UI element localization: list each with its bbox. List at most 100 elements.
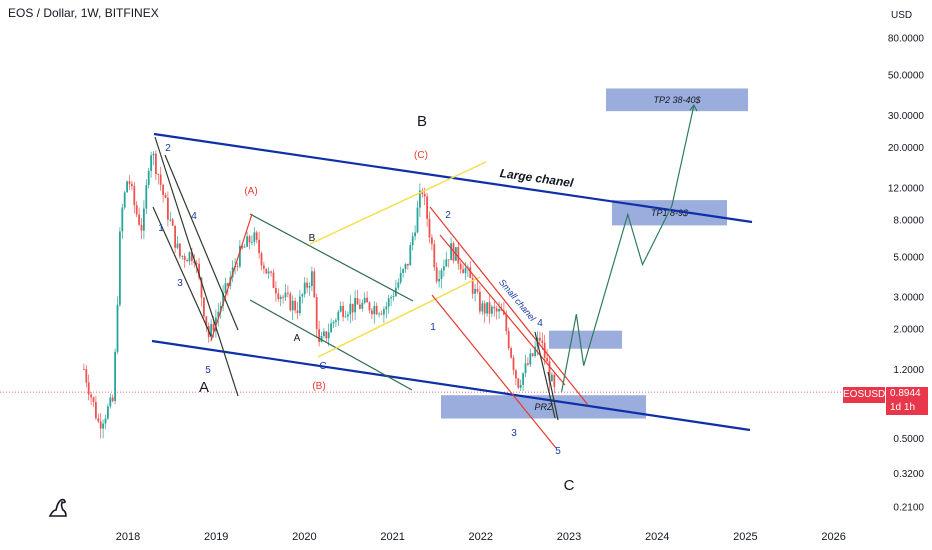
wave-label-A: A: [199, 379, 209, 396]
candle-body: [126, 181, 128, 193]
candle-body: [457, 247, 460, 264]
tradingview-logo-icon[interactable]: [46, 494, 72, 520]
candle-body: [217, 311, 220, 318]
candle-body: [119, 231, 121, 305]
candle-body: [176, 243, 179, 248]
candle-body: [450, 243, 452, 261]
candle-body: [169, 219, 172, 221]
candle-body: [83, 368, 85, 370]
wave-label-(C): (C): [414, 150, 428, 161]
y-tick-label: 12.0000: [888, 183, 925, 194]
candle-body: [222, 293, 224, 306]
candle-body: [483, 303, 486, 314]
channel-lines: [151, 132, 753, 449]
y-tick-label: 80.0000: [888, 34, 925, 45]
candle-body: [380, 313, 383, 315]
candle-body: [359, 304, 361, 309]
candle-body: [546, 357, 548, 362]
candle-body: [515, 370, 517, 379]
candle-body: [495, 308, 498, 312]
candle-body: [498, 308, 500, 312]
candle-body: [241, 245, 244, 248]
candle-body: [368, 302, 371, 311]
candle-body: [488, 302, 491, 314]
y-tick-label: 5.0000: [893, 252, 924, 263]
candle-body: [354, 297, 356, 313]
target-zone: [441, 395, 646, 419]
candle-body: [255, 232, 258, 240]
candle-body: [159, 174, 162, 185]
candle-body: [131, 183, 133, 187]
y-tick-label: 30.0000: [888, 111, 925, 122]
x-tick-label: 2022: [469, 531, 493, 543]
candle-body: [152, 153, 155, 156]
x-tick-label: 2023: [557, 531, 581, 543]
candle-body: [296, 310, 299, 314]
candle-body: [548, 361, 551, 382]
candle-body: [313, 271, 316, 298]
candle-body: [390, 297, 392, 299]
candle-body: [416, 207, 419, 233]
x-tick-label: 2021: [380, 531, 404, 543]
target-zones: TP2 38-40$ TP1 8-9$ PRZ: [441, 88, 748, 419]
candle-body: [99, 421, 102, 429]
candle-body: [366, 297, 368, 303]
candle-body: [479, 291, 481, 312]
candle-body: [95, 401, 97, 419]
target-zone: [606, 88, 748, 112]
candle-body: [183, 255, 186, 261]
candle-body: [195, 263, 198, 264]
candle-body: [464, 268, 467, 274]
candle-body: [289, 293, 292, 311]
candle-body: [143, 208, 145, 231]
y-tick-label: 0.2100: [893, 502, 924, 513]
yellow-channel-top: [309, 161, 487, 245]
candle-body: [462, 269, 464, 274]
candle-body: [375, 305, 378, 315]
impulse-line: [164, 154, 239, 331]
candle-body: [109, 397, 112, 407]
candle-body: [534, 346, 536, 356]
y-tick-label: 3.0000: [893, 293, 924, 304]
candle-body: [198, 263, 200, 278]
candle-body: [246, 236, 248, 247]
candle-body: [279, 296, 282, 300]
candle-body: [104, 418, 107, 424]
candle-body: [236, 265, 239, 267]
candle-body: [517, 378, 520, 388]
candle-body: [92, 397, 95, 402]
zone-label: PRZ: [535, 402, 554, 412]
candle-body: [193, 260, 196, 264]
candle-body: [330, 323, 332, 333]
candle-body: [116, 304, 119, 352]
candle-body: [284, 292, 287, 298]
projection-path: [561, 104, 698, 392]
candle-body: [519, 384, 522, 388]
candle-body: [205, 316, 208, 326]
candle-body: [435, 267, 438, 282]
wave-label-B: B: [417, 113, 427, 130]
candle-body: [476, 288, 479, 292]
candle-body: [212, 324, 215, 332]
large-channel-bottom: [151, 339, 751, 432]
wave-label-1: 1: [430, 322, 436, 333]
candle-body: [191, 252, 193, 261]
wave-label-(A): (A): [244, 186, 257, 197]
x-tick-label: 2026: [821, 531, 845, 543]
candle-body: [440, 270, 443, 279]
candle-body: [387, 298, 390, 307]
candle-body: [493, 306, 496, 309]
candle-body: [344, 316, 347, 318]
candle-body: [539, 337, 541, 341]
wave-label-a: A: [294, 333, 301, 344]
small-channel-line: [429, 206, 589, 406]
x-tick-label: 2020: [292, 531, 316, 543]
candle-body: [471, 278, 474, 294]
candle-body: [447, 259, 450, 261]
wave-label-4: 4: [537, 318, 543, 329]
candle-body: [107, 406, 109, 419]
candle-body: [97, 418, 100, 422]
candle-body: [219, 305, 222, 312]
candle-body: [174, 225, 176, 248]
